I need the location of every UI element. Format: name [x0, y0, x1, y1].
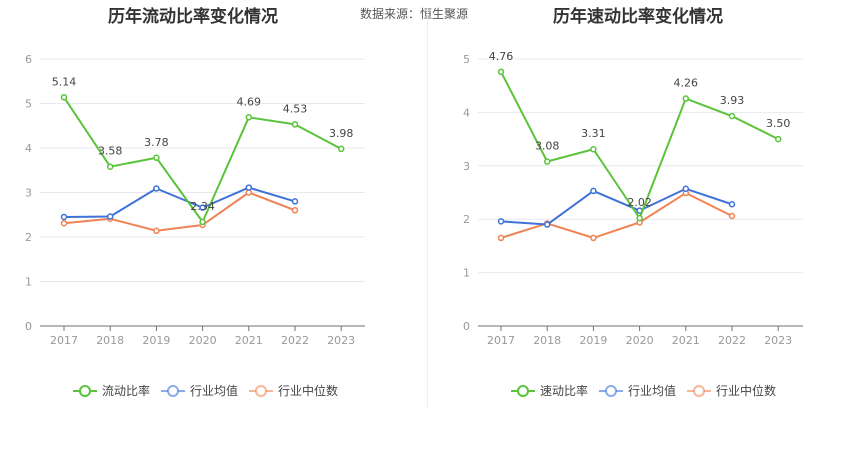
- c1-data-label: 2.02: [627, 196, 652, 209]
- c0-data-point-0: [153, 154, 160, 162]
- c1-data-point-2: [497, 234, 505, 242]
- c0-legend-marker: [167, 385, 179, 397]
- c1-x-tick-label: 2023: [764, 334, 792, 347]
- c1-data-point-0: [636, 214, 643, 222]
- c1-data-point-0: [543, 158, 551, 165]
- c0-legend-label: 行业均值: [190, 383, 238, 398]
- c1-data-point-0: [774, 135, 782, 143]
- c0-y-tick-label: 2: [25, 231, 32, 244]
- c0-data-label: 5.14: [52, 75, 77, 88]
- c0-legend-marker: [79, 385, 91, 397]
- c0-x-tick-label: 2021: [235, 334, 263, 347]
- chart-title-current-ratio: 历年流动比率变化情况: [108, 7, 278, 27]
- c1-data-point-1: [543, 221, 551, 228]
- c1-y-tick-label: 5: [463, 53, 470, 66]
- c1-x-tick-label: 2021: [672, 334, 700, 347]
- c1-data-point-1: [497, 218, 505, 225]
- c1-y-tick-label: 3: [463, 160, 470, 173]
- c0-data-label: 4.69: [237, 95, 262, 108]
- c1-y-tick-label: 0: [463, 320, 470, 333]
- chart-title-quick-ratio: 历年速动比率变化情况: [553, 7, 723, 27]
- c0-legend-label: 流动比率: [102, 383, 150, 398]
- c0-data-point-2: [153, 227, 160, 235]
- c0-data-label: 3.78: [144, 136, 169, 149]
- c0-data-point-0: [199, 218, 206, 226]
- c1-data-label: 3.08: [535, 140, 560, 153]
- c1-legend-marker: [693, 385, 705, 397]
- c0-y-tick-label: 1: [25, 276, 32, 289]
- c1-data-label: 4.76: [489, 50, 514, 63]
- c1-y-tick-label: 1: [463, 267, 470, 280]
- c0-y-tick-label: 5: [25, 98, 32, 111]
- c0-legend-marker: [255, 385, 267, 397]
- c0-data-point-0: [291, 121, 299, 128]
- c1-data-point-0: [497, 68, 505, 76]
- c1-data-point-0: [682, 95, 690, 102]
- c0-data-point-1: [106, 213, 114, 220]
- c1-legend-label: 速动比率: [540, 383, 588, 398]
- c0-data-point-1: [291, 198, 299, 205]
- c0-data-label: 2.34: [190, 200, 215, 213]
- c0-x-tick-label: 2017: [50, 334, 78, 347]
- c1-legend-label: 行业均值: [628, 383, 676, 398]
- c0-data-label: 3.98: [329, 127, 354, 140]
- c0-x-tick-label: 2022: [281, 334, 309, 347]
- c0-series-line-1: [63, 186, 296, 218]
- c0-data-point-0: [245, 114, 253, 121]
- c1-x-tick-label: 2022: [718, 334, 746, 347]
- c0-data-point-0: [337, 145, 345, 153]
- c1-data-point-1: [590, 187, 597, 195]
- c1-data-point-0: [590, 145, 597, 153]
- c1-data-label: 3.93: [720, 94, 745, 107]
- c0-legend-label: 行业中位数: [278, 383, 338, 398]
- c1-legend-marker: [605, 385, 617, 397]
- c0-y-tick-label: 0: [25, 320, 32, 333]
- c1-legend-marker: [517, 385, 529, 397]
- source-label: 数据来源：恒生聚源: [360, 7, 469, 21]
- c1-data-label: 3.50: [766, 117, 791, 130]
- c0-data-point-0: [60, 94, 68, 101]
- c1-data-point-0: [728, 112, 736, 120]
- c1-x-tick-label: 2017: [487, 334, 515, 347]
- c1-y-tick-label: 2: [463, 213, 470, 226]
- c0-y-tick-label: 6: [25, 53, 32, 66]
- c1-series-line-1: [500, 187, 733, 226]
- c0-x-tick-label: 2019: [142, 334, 170, 347]
- c0-data-point-1: [153, 185, 160, 192]
- c0-series-line-2: [63, 191, 296, 232]
- c0-y-tick-label: 3: [25, 187, 32, 200]
- c1-data-point-2: [590, 234, 597, 242]
- c0-y-tick-label: 4: [25, 142, 32, 155]
- c0-data-point-1: [245, 184, 253, 191]
- c1-x-tick-label: 2019: [579, 334, 607, 347]
- c1-legend-label: 行业中位数: [716, 383, 776, 398]
- c1-data-point-2: [728, 212, 736, 220]
- c0-data-point-1: [199, 204, 206, 211]
- c1-data-label: 3.31: [581, 127, 606, 140]
- c0-x-tick-label: 2020: [189, 334, 217, 347]
- c1-x-tick-label: 2018: [533, 334, 561, 347]
- c0-data-label: 3.58: [98, 145, 123, 158]
- c0-data-point-2: [291, 207, 299, 214]
- c0-x-tick-label: 2023: [327, 334, 355, 347]
- divider: [427, 8, 428, 408]
- c1-series-line-2: [500, 192, 733, 239]
- c0-data-point-0: [106, 163, 114, 170]
- c0-data-label: 4.53: [283, 102, 308, 115]
- c0-data-point-2: [60, 219, 68, 227]
- c1-x-tick-label: 2020: [626, 334, 654, 347]
- c0-x-tick-label: 2018: [96, 334, 124, 347]
- c1-y-tick-label: 4: [463, 106, 470, 119]
- c1-data-point-1: [728, 200, 736, 208]
- c1-data-label: 4.26: [674, 77, 699, 90]
- c0-data-point-1: [60, 213, 68, 221]
- c1-data-point-1: [682, 185, 690, 193]
